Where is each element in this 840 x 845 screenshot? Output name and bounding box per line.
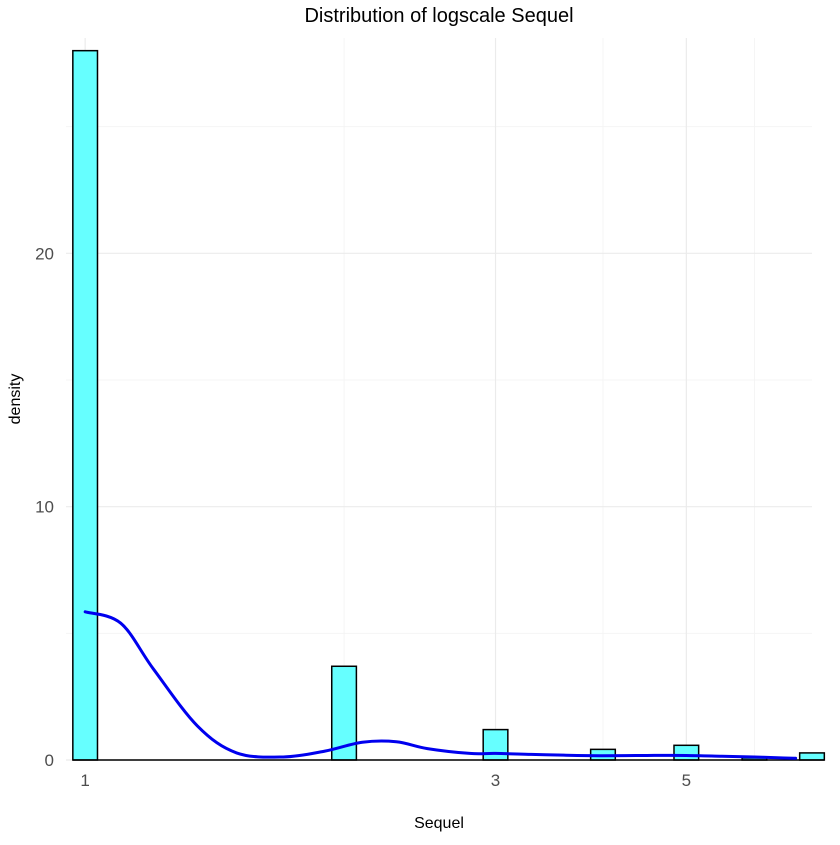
density-curve [83, 610, 798, 760]
major-gridlines [66, 38, 812, 761]
y-axis-title: density [7, 374, 24, 425]
y-tick-label: 10 [35, 498, 54, 517]
histogram-bar [798, 752, 826, 761]
y-axis-ticks: 0 10 20 [35, 244, 54, 770]
histogram-bar [72, 49, 99, 761]
minor-gridlines [66, 38, 812, 760]
x-tick-label: 3 [491, 771, 500, 790]
histogram-bar [673, 744, 700, 761]
x-axis-title: Sequel [414, 815, 464, 832]
x-tick-label: 1 [80, 771, 89, 790]
histogram-bars [72, 49, 826, 761]
y-tick-label: 20 [35, 244, 54, 263]
y-tick-label: 0 [45, 751, 54, 770]
histogram-bar [482, 728, 509, 761]
chart-title: Distribution of logscale Sequel [304, 5, 573, 27]
x-tick-label: 5 [682, 771, 691, 790]
x-axis-ticks: 1 3 5 [80, 771, 691, 790]
